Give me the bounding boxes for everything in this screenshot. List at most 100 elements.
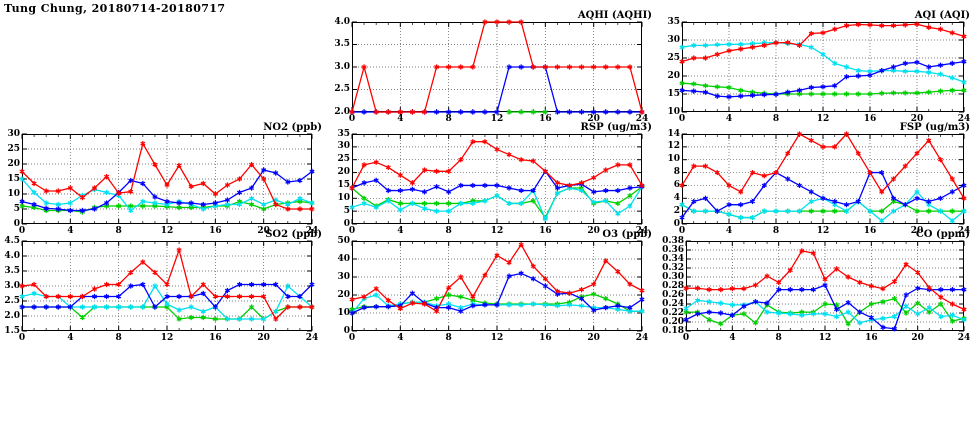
x-tick-label: 16: [865, 333, 878, 343]
x-tick-label: 12: [490, 226, 504, 236]
x-tick-label: 8: [445, 333, 452, 343]
x-tick-label: 4: [725, 226, 733, 236]
series-so2-red: [19, 247, 315, 322]
series-markers: [349, 184, 645, 222]
panel-title-aqi: AQI (AQI): [914, 10, 970, 21]
x-tick-label: 8: [115, 226, 122, 236]
x-tick-label: 4: [397, 333, 404, 343]
series-rsp-cyan: [349, 184, 645, 222]
x-tick-label: 16: [863, 114, 877, 124]
panel-o3: O3 (ppb) 0 10 20 30 40 50 0 4 8 12 16 20 24: [330, 229, 660, 347]
series-markers: [679, 198, 967, 221]
x-tick-label: 16: [539, 226, 552, 236]
y-tick-label: 0: [13, 218, 20, 229]
series-rsp-green: [349, 184, 645, 221]
series-layer-aqi: [679, 21, 967, 113]
y-tick-label: 20: [337, 289, 350, 300]
x-tick-label: 20: [911, 333, 924, 343]
x-tick-label: 4: [67, 333, 74, 343]
x-tick-label: 0: [678, 114, 686, 124]
y-tick-label: 0: [343, 218, 350, 229]
series-layer-so2: [19, 240, 315, 332]
y-tick-label: 2.0: [334, 106, 350, 117]
y-tick-label: 0.24: [662, 298, 684, 309]
y-tick-label: 15: [667, 88, 680, 99]
x-tick-label: 4: [397, 114, 404, 124]
y-tick-label: 20: [667, 70, 680, 81]
page-title: Tung Chung, 20180714-20180717: [4, 2, 226, 15]
y-tick-label: 3.5: [334, 39, 350, 49]
x-tick-label: 20: [587, 114, 600, 124]
x-tick-label: 8: [115, 333, 122, 343]
series-co-blue: [683, 282, 967, 332]
y-tick-label: 40: [337, 253, 350, 264]
series-markers: [679, 131, 967, 201]
series-markers: [349, 139, 645, 191]
x-tick-label: 12: [160, 226, 174, 236]
x-tick-label: 0: [348, 114, 356, 124]
x-tick-label: 20: [257, 226, 270, 236]
y-tick-label: 4.0: [4, 250, 20, 261]
series-markers: [506, 109, 548, 115]
y-tick-label: 2.0: [4, 310, 20, 321]
y-tick-label: 8: [673, 167, 680, 178]
panel-aqi: AQI (AQI) 10 15 20 25 30 35 0 4 8 12 16 20 24: [660, 10, 975, 128]
y-tick-label: 15: [7, 173, 20, 184]
panel-title-aqhi: AQHI (AQHI): [577, 10, 652, 21]
x-tick-label: 12: [490, 114, 504, 124]
y-tick-label: 15: [337, 179, 350, 190]
series-no2-red: [19, 141, 315, 212]
series-aqi-blue: [679, 59, 967, 100]
x-tick-label: 8: [775, 333, 782, 343]
x-tick-label: 0: [348, 333, 356, 343]
y-tick-label: 25: [337, 154, 350, 165]
y-tick-label: 0.38: [662, 235, 684, 246]
series-layer-co: [683, 240, 967, 332]
series-markers: [679, 59, 967, 100]
series-co-red: [683, 248, 967, 312]
x-tick-label: 24: [305, 333, 319, 343]
y-tick-label: 5: [13, 203, 20, 214]
panel-aqhi: AQHI (AQHI) 2.0 2.5 3.0 3.5 4.0 0 4 8 12 16 20 24: [330, 10, 660, 128]
y-tick-label: 30: [7, 128, 20, 139]
x-tick-label: 24: [957, 114, 971, 124]
y-tick-label: 10: [667, 154, 680, 165]
y-tick-label: 2.5: [4, 295, 20, 306]
x-tick-label: 16: [539, 114, 552, 124]
x-tick-label: 4: [397, 226, 404, 236]
y-tick-label: 3.0: [4, 280, 20, 291]
series-markers: [683, 282, 967, 332]
panel-title-rsp: RSP (ug/m3): [580, 122, 652, 133]
series-markers: [19, 141, 315, 212]
y-tick-label: 20: [7, 158, 20, 169]
y-tick-label: 0.36: [662, 244, 684, 255]
x-tick-label: 16: [209, 333, 222, 343]
series-fsp-green: [679, 198, 967, 221]
y-tick-label: 10: [337, 307, 350, 318]
series-aqhi-green: [506, 109, 548, 115]
x-tick-label: 16: [539, 333, 552, 343]
series-rsp-red: [349, 139, 645, 191]
series-fsp-red: [679, 131, 967, 201]
series-markers: [679, 21, 967, 65]
series-markers: [683, 248, 967, 312]
x-tick-label: 20: [257, 333, 270, 343]
panel-title-fsp: FSP (ug/m3): [899, 122, 970, 133]
series-aqi-cyan: [679, 39, 967, 85]
x-tick-label: 12: [490, 333, 504, 343]
series-markers: [19, 247, 315, 322]
x-tick-label: 24: [635, 333, 649, 343]
x-tick-label: 12: [816, 226, 830, 236]
y-tick-label: 0.20: [662, 316, 684, 327]
y-tick-label: 0.28: [662, 280, 684, 291]
y-tick-label: 5: [343, 205, 350, 216]
x-tick-label: 8: [772, 226, 780, 236]
x-tick-label: 24: [957, 333, 971, 343]
y-tick-label: 2: [673, 205, 680, 216]
x-tick-label: 12: [160, 333, 174, 343]
y-tick-label: 4.0: [334, 16, 350, 27]
y-tick-label: 30: [667, 34, 680, 45]
y-tick-label: 1.5: [4, 325, 20, 336]
panel-title-no2: NO2 (ppb): [263, 122, 322, 133]
x-tick-label: 24: [635, 114, 649, 124]
